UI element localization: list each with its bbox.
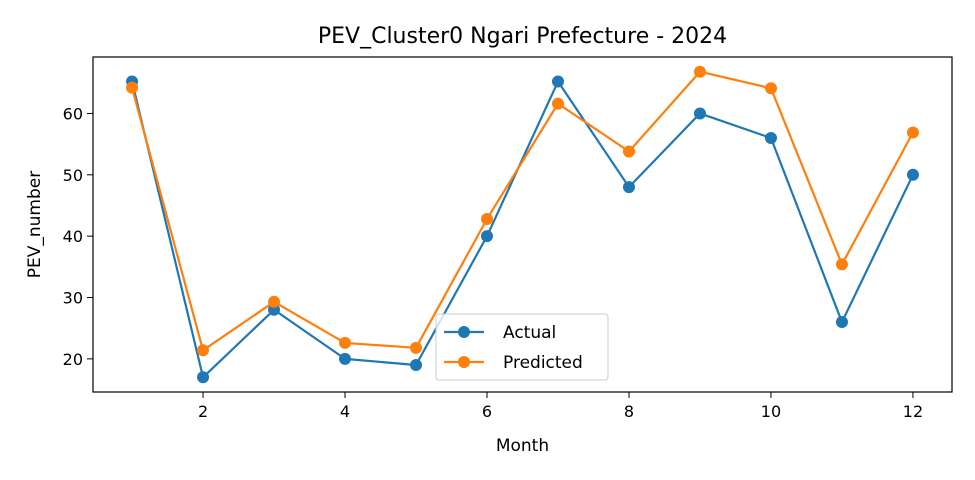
data-point-predicted	[551, 97, 564, 110]
y-axis-label: PEV_number	[25, 171, 45, 278]
data-point-actual	[693, 107, 706, 120]
data-point-actual	[764, 131, 777, 144]
data-point-actual	[197, 371, 210, 384]
data-point-actual	[481, 230, 494, 243]
data-point-actual	[906, 168, 919, 181]
y-tick-label: 50	[63, 166, 83, 185]
x-tick-label: 10	[761, 402, 781, 421]
y-tick-label: 60	[63, 104, 83, 123]
legend-box	[435, 313, 609, 381]
series-line-predicted	[130, 70, 914, 352]
y-tick-label: 30	[63, 289, 83, 308]
data-point-predicted	[339, 336, 352, 349]
x-tick-label: 6	[482, 402, 492, 421]
chart-title: PEV_Cluster0 Ngari Prefecture - 2024	[318, 24, 727, 49]
x-axis-ticks: 2 4 6 8 10 12	[198, 392, 923, 421]
y-tick-label: 40	[63, 227, 83, 246]
data-point-predicted	[197, 344, 210, 357]
data-point-actual	[410, 359, 423, 372]
data-point-predicted	[693, 65, 706, 78]
series-lines	[130, 70, 914, 379]
legend-label-actual: Actual	[503, 323, 556, 343]
data-point-actual	[622, 181, 635, 194]
data-point-actual	[551, 75, 564, 88]
series-line-actual	[130, 80, 914, 379]
legend-marker-predicted	[458, 356, 470, 368]
y-axis-ticks: 20 30 40 50 60	[63, 104, 93, 369]
x-tick-label: 8	[624, 402, 634, 421]
data-point-predicted	[906, 126, 919, 139]
plot-area-frame	[92, 56, 953, 393]
legend-label-predicted: Predicted	[503, 353, 583, 373]
data-point-predicted	[764, 82, 777, 95]
data-point-actual	[835, 316, 848, 329]
y-tick-label: 20	[63, 350, 83, 369]
x-tick-label: 4	[340, 402, 350, 421]
data-point-predicted	[481, 212, 494, 225]
legend-entries: Actual Predicted	[444, 323, 583, 373]
data-point-predicted	[268, 295, 281, 308]
data-point-predicted	[126, 81, 139, 94]
data-point-predicted	[622, 145, 635, 158]
x-axis-label: Month	[496, 436, 549, 456]
data-point-predicted	[835, 258, 848, 271]
data-point-predicted	[410, 341, 423, 354]
x-tick-label: 12	[903, 402, 923, 421]
x-tick-label: 2	[198, 402, 208, 421]
data-point-actual	[339, 352, 352, 365]
legend-marker-actual	[458, 326, 470, 338]
legend: Actual Predicted	[435, 313, 609, 381]
series-points	[126, 65, 919, 384]
